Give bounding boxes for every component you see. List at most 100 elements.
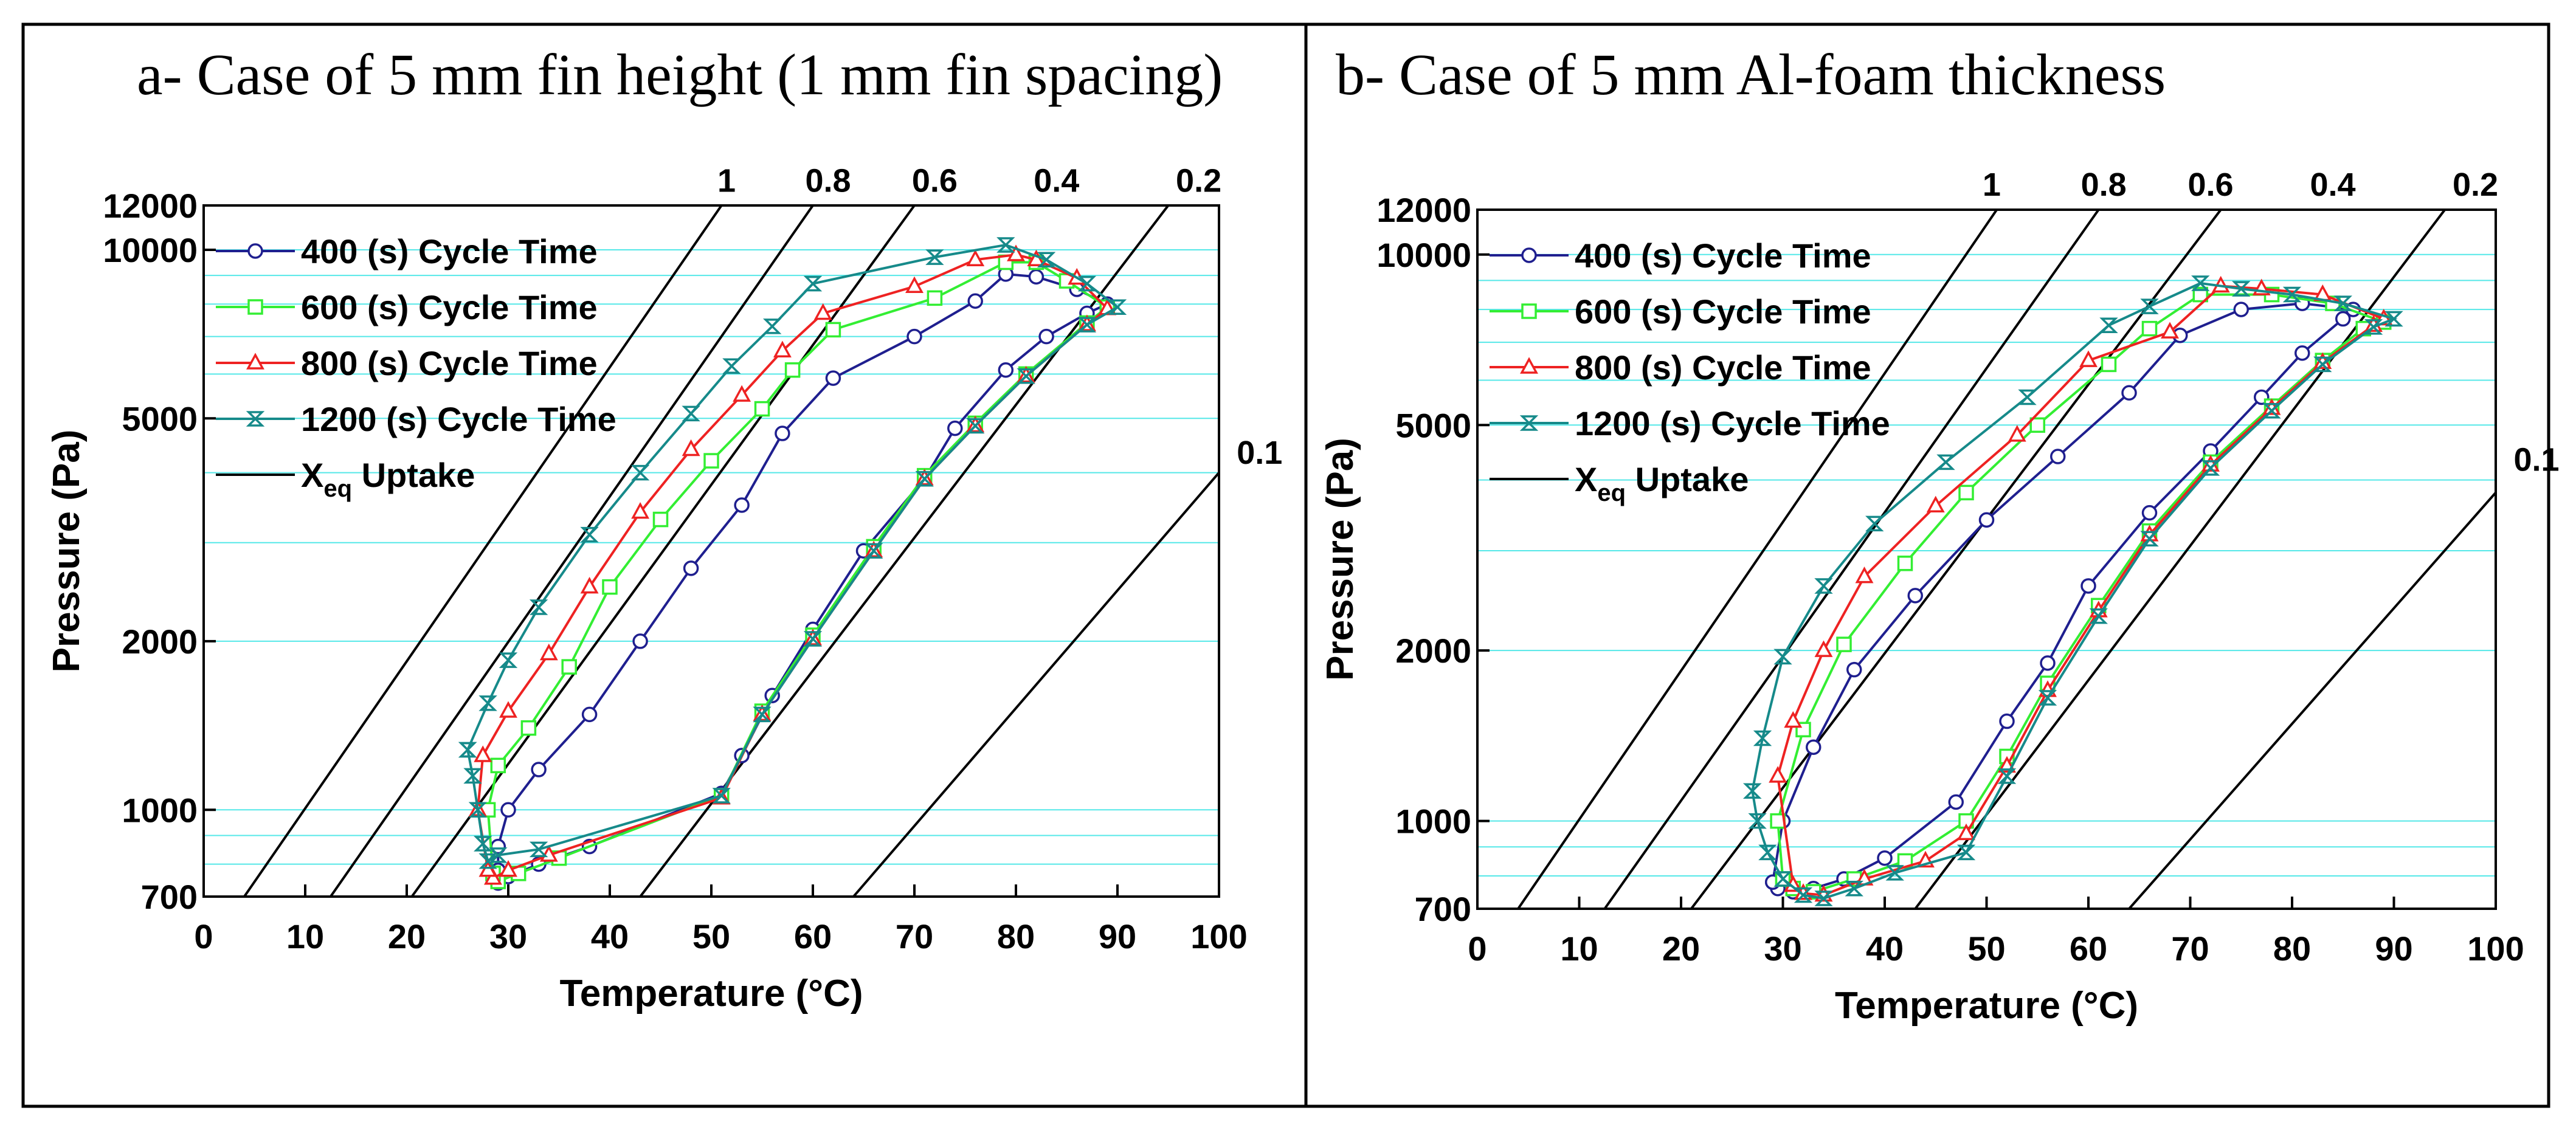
s1200-point bbox=[2201, 460, 2220, 476]
s400-point bbox=[906, 328, 922, 345]
x-tick-label: 30 bbox=[1764, 929, 1801, 968]
s800-point bbox=[1520, 357, 1538, 374]
s400-point bbox=[825, 370, 841, 386]
s1200-point bbox=[803, 631, 823, 647]
x-tick-label: 20 bbox=[1662, 929, 1700, 968]
s1200-point bbox=[753, 706, 772, 723]
s1200-point bbox=[1845, 880, 1863, 897]
legend-label-main: X bbox=[1575, 460, 1597, 498]
x-tick-label: 0 bbox=[194, 917, 213, 956]
s400-point bbox=[683, 560, 699, 576]
s800-point bbox=[733, 385, 751, 402]
s800-point bbox=[631, 501, 650, 519]
y-tick-label: 12000 bbox=[1376, 191, 1471, 229]
series-s1200 bbox=[458, 237, 1127, 869]
s1200-point bbox=[1758, 844, 1777, 861]
s800-point bbox=[1007, 244, 1025, 261]
legend-label-tail: Uptake bbox=[1626, 460, 1749, 498]
s1200-point bbox=[2140, 531, 2159, 547]
x-tick-label: 60 bbox=[794, 917, 832, 956]
isostere-label: 0.2 bbox=[1176, 162, 1221, 199]
s600-point bbox=[2101, 356, 2117, 373]
y-tick-label: 5000 bbox=[122, 399, 198, 438]
s1200-point bbox=[925, 249, 944, 265]
s600-point bbox=[652, 511, 669, 528]
s1200-point bbox=[1108, 299, 1127, 315]
x-tick-label: 60 bbox=[2070, 929, 2107, 968]
s1200-point bbox=[803, 275, 823, 292]
s400-point bbox=[2040, 655, 2056, 671]
s1200-point bbox=[1773, 871, 1792, 887]
s1200-point bbox=[458, 742, 477, 758]
isostere-label: 0.8 bbox=[2081, 167, 2127, 203]
legend-label: 1200 (s) Cycle Time bbox=[1575, 404, 1890, 443]
s1200-point bbox=[1814, 891, 1833, 906]
y-tick-label: 1000 bbox=[122, 791, 198, 829]
s1200-point bbox=[2384, 311, 2403, 327]
x-tick-label: 80 bbox=[2273, 929, 2311, 968]
panel-a-title: a- Case of 5 mm fin height (1 mm fin spa… bbox=[137, 42, 1223, 107]
s600-point bbox=[784, 362, 801, 378]
s800-point bbox=[1926, 495, 1945, 513]
s600-point bbox=[1521, 303, 1537, 319]
isostere-line bbox=[1603, 210, 2100, 909]
s1200-point bbox=[2038, 690, 2057, 706]
s800-point bbox=[499, 701, 517, 718]
s600-point bbox=[247, 299, 263, 315]
isostere-line bbox=[1517, 210, 1998, 909]
s800-point bbox=[905, 276, 924, 294]
s1200-point bbox=[1077, 317, 1097, 332]
s1200-point bbox=[1997, 768, 2017, 784]
x-tick-label: 90 bbox=[2375, 929, 2412, 968]
isostere-label: 0.8 bbox=[806, 162, 851, 199]
s600-point bbox=[1897, 556, 1913, 571]
s800-point bbox=[1769, 766, 1787, 783]
s400-point bbox=[1978, 512, 1995, 528]
legend-label-tail: Uptake bbox=[352, 456, 475, 494]
s400-point bbox=[1806, 739, 1822, 755]
s1200-point bbox=[1773, 649, 1792, 665]
x-tick-label: 10 bbox=[286, 917, 324, 956]
s1200-point bbox=[1748, 813, 1767, 829]
s400-point bbox=[1948, 794, 1964, 810]
x-tick-label: 50 bbox=[692, 917, 730, 956]
s800-point bbox=[484, 868, 502, 885]
s600-point bbox=[561, 659, 577, 675]
s400-point bbox=[998, 362, 1014, 378]
y-tick-label: 1000 bbox=[1395, 802, 1471, 841]
s600-point bbox=[754, 401, 770, 417]
legend-label: Xeq Uptake bbox=[301, 456, 475, 502]
s1200-point bbox=[630, 464, 650, 481]
s800-point bbox=[2079, 350, 2098, 367]
s1200-point bbox=[682, 405, 700, 422]
y-tick-label: 2000 bbox=[1395, 632, 1471, 670]
series-s800 bbox=[1769, 275, 2393, 902]
s1200-point bbox=[864, 543, 883, 559]
s1200-point bbox=[2262, 402, 2281, 419]
s400-point bbox=[2050, 449, 2066, 464]
s1200-point bbox=[915, 470, 934, 487]
s1200-point bbox=[722, 358, 741, 374]
s1200-point bbox=[1794, 887, 1813, 903]
x-tick-label: 10 bbox=[1560, 929, 1598, 968]
y-axis-label: Pressure (Pa) bbox=[46, 430, 88, 673]
s600-point bbox=[825, 322, 841, 338]
s1200-point bbox=[529, 599, 548, 615]
isostere-line bbox=[330, 205, 814, 897]
x-tick-label: 40 bbox=[591, 917, 629, 956]
s600-point bbox=[2141, 320, 2158, 337]
s800-point bbox=[539, 643, 558, 661]
x-tick-label: 50 bbox=[1967, 929, 2005, 968]
y-tick-label: 10000 bbox=[1376, 236, 1471, 274]
s1200-point bbox=[2140, 298, 2159, 314]
s800-point bbox=[1855, 567, 1874, 584]
x-tick-label: 100 bbox=[2467, 929, 2524, 968]
s800-point bbox=[499, 860, 517, 877]
legend: 400 (s) Cycle Time 600 (s) Cycle Time 800 … bbox=[1490, 236, 1890, 506]
s800-point bbox=[539, 845, 558, 862]
s800-point bbox=[682, 439, 700, 456]
s600-point bbox=[703, 453, 719, 469]
s800-point bbox=[2008, 425, 2026, 442]
s1200-point bbox=[1017, 368, 1035, 384]
